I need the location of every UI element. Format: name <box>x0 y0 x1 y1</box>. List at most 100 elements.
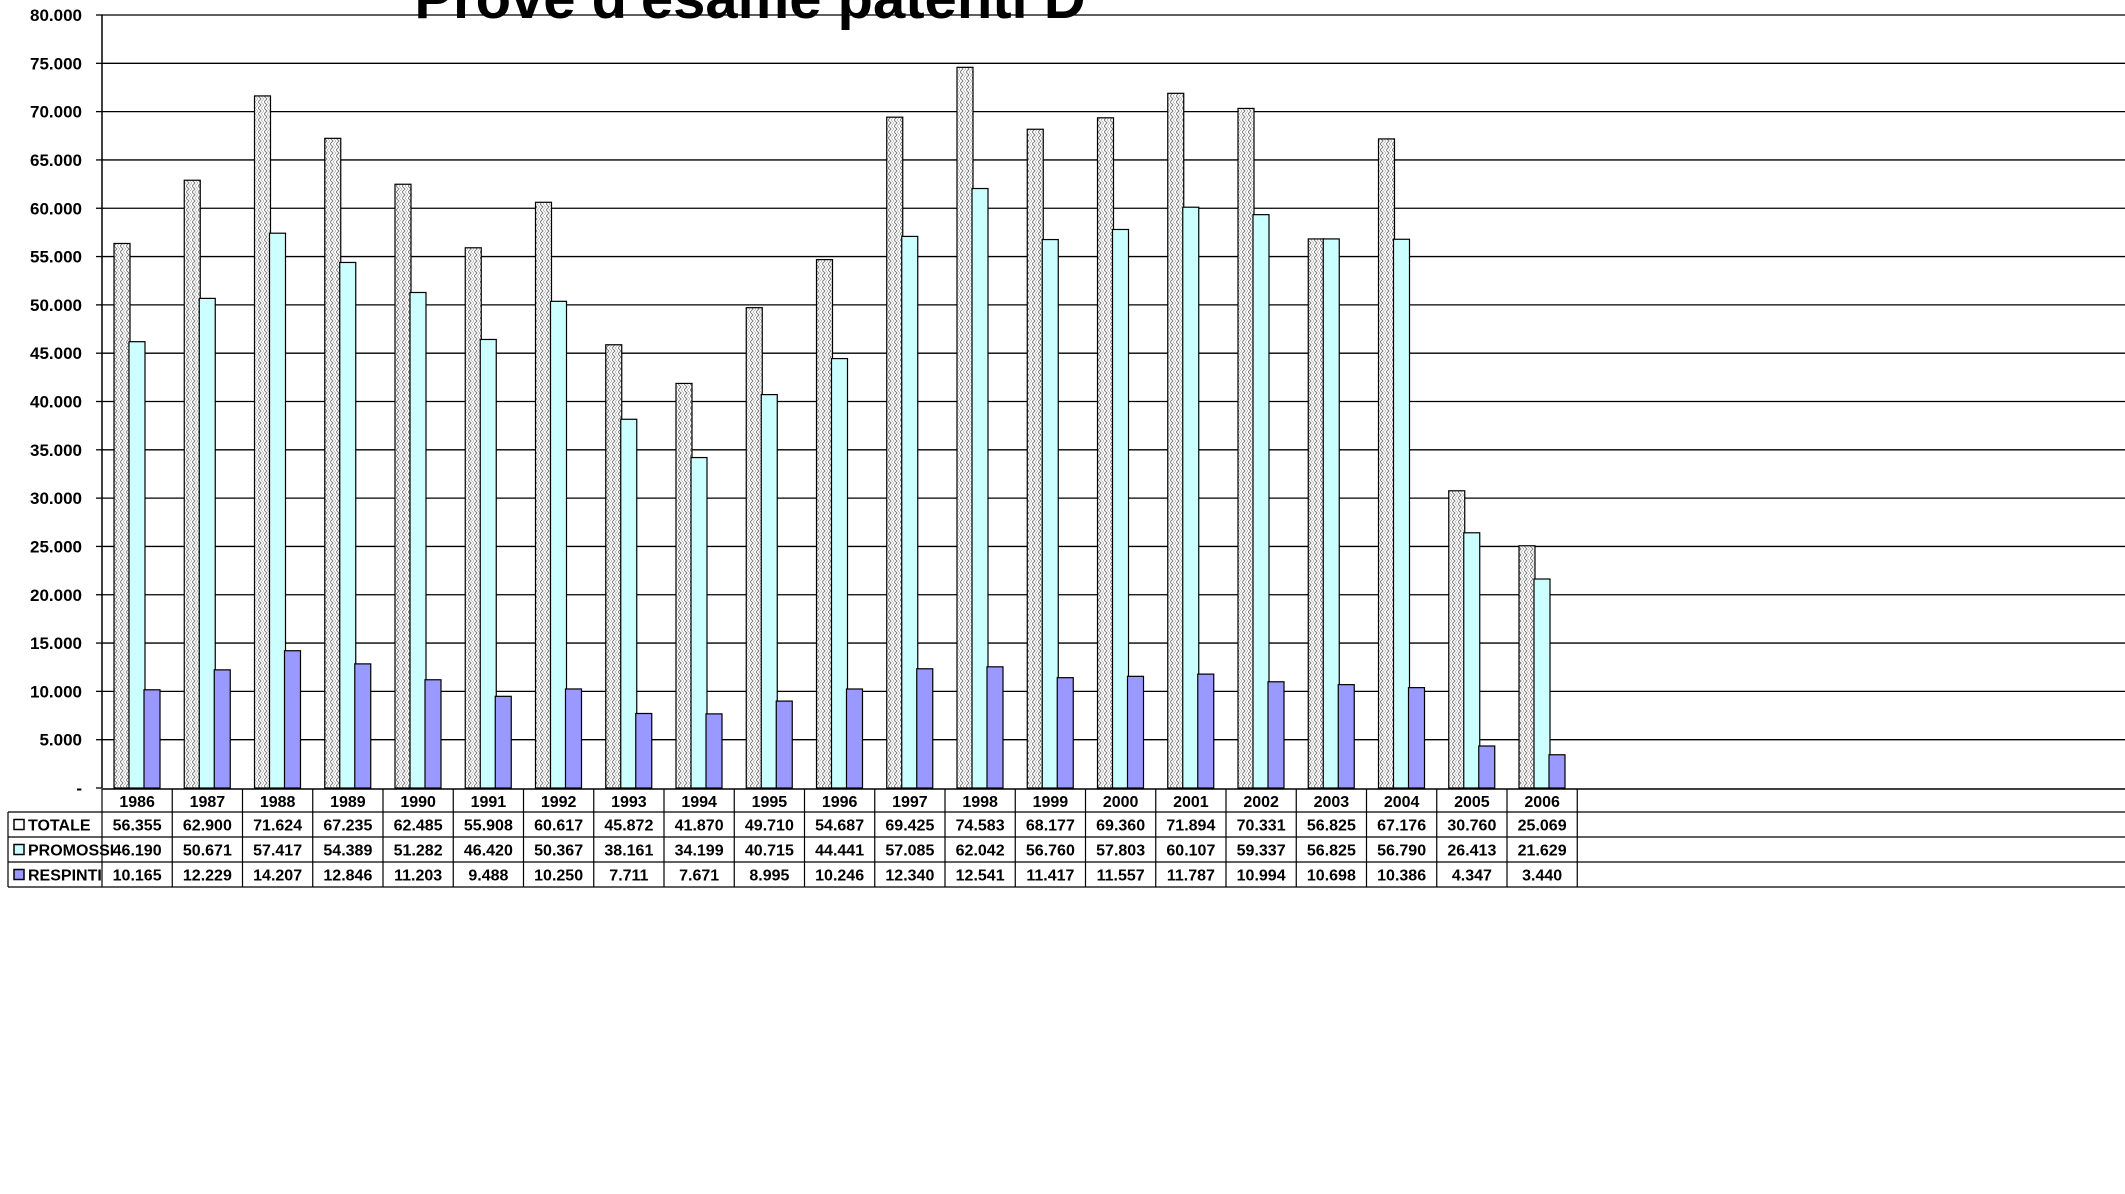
data-label: 56.355 <box>113 818 162 835</box>
x-tick-label: 2003 <box>1314 794 1350 811</box>
y-tick-label: 35.000 <box>30 441 82 460</box>
x-tick-label: 1996 <box>822 794 858 811</box>
bar-promossi <box>128 341 146 789</box>
data-label: 67.235 <box>323 818 372 835</box>
bar-promossi <box>1041 238 1059 789</box>
bar-totale <box>1167 92 1185 789</box>
chart-title: Prove d'esame patenti D <box>0 0 1500 32</box>
bar-promossi <box>479 338 497 789</box>
bar-totale <box>1237 107 1255 789</box>
x-tick-label: 2006 <box>1524 794 1560 811</box>
data-label: 30.760 <box>1447 818 1496 835</box>
bar-totale <box>605 344 623 789</box>
data-label: 14.207 <box>253 868 302 885</box>
data-label: 54.389 <box>323 843 372 860</box>
data-label: 54.687 <box>815 818 864 835</box>
x-tick-label: 1986 <box>119 794 155 811</box>
bar-totale <box>1096 117 1115 789</box>
data-label: 56.825 <box>1307 818 1356 835</box>
data-label: 62.042 <box>956 843 1005 860</box>
bar-respinti <box>1126 675 1145 789</box>
bar-respinti <box>213 669 231 789</box>
data-label: 12.340 <box>885 868 934 885</box>
data-label: 62.485 <box>394 818 443 835</box>
legend-label-promossi: PROMOSSI <box>28 843 114 860</box>
bar-respinti <box>354 663 372 789</box>
x-tick-label: 1991 <box>471 794 507 811</box>
data-label: 10.386 <box>1377 868 1426 885</box>
bar-promossi <box>690 456 708 789</box>
y-tick-label: 70.000 <box>30 103 82 122</box>
data-label: 49.710 <box>745 818 794 835</box>
bar-respinti <box>1267 681 1285 789</box>
data-label: 46.190 <box>113 843 162 860</box>
x-tick-label: 1989 <box>330 794 366 811</box>
bar-promossi <box>760 393 778 789</box>
bar-respinti <box>1197 673 1215 789</box>
bar-totale <box>1307 238 1325 789</box>
bar-totale <box>534 201 553 789</box>
x-tick-label: 1993 <box>611 794 647 811</box>
data-label: 41.870 <box>675 818 724 835</box>
bar-totale <box>394 183 412 789</box>
bar-promossi <box>1533 578 1551 789</box>
bar-promossi <box>1463 532 1481 789</box>
data-label: 12.846 <box>323 868 372 885</box>
bar-respinti <box>1478 745 1496 789</box>
data-label: 70.331 <box>1237 818 1286 835</box>
x-tick-label: 2000 <box>1103 794 1139 811</box>
data-label: 38.161 <box>604 843 653 860</box>
bar-promossi <box>971 187 989 789</box>
x-tick-label: 2002 <box>1243 794 1279 811</box>
y-tick-label: 15.000 <box>30 634 82 653</box>
legend-key-totale <box>13 818 25 831</box>
data-label: 10.246 <box>815 868 864 885</box>
bar-respinti <box>564 688 583 789</box>
x-tick-label: 1994 <box>681 794 717 811</box>
bar-promossi <box>830 357 849 789</box>
y-tick-label: 55.000 <box>30 248 82 267</box>
data-label: 25.069 <box>1518 818 1567 835</box>
bar-promossi <box>1182 206 1200 789</box>
bar-promossi <box>901 235 919 789</box>
data-label: 21.629 <box>1518 843 1567 860</box>
data-label: 62.900 <box>183 818 232 835</box>
data-label: 26.413 <box>1447 843 1496 860</box>
data-label: 60.617 <box>534 818 583 835</box>
data-label: 56.825 <box>1307 843 1356 860</box>
bar-respinti <box>424 679 442 789</box>
data-label: 71.624 <box>253 818 302 835</box>
data-label: 11.787 <box>1167 868 1215 885</box>
data-label: 10.994 <box>1237 868 1286 885</box>
x-tick-label: 1995 <box>752 794 788 811</box>
data-label: 10.165 <box>113 868 162 885</box>
x-tick-label: 1990 <box>400 794 436 811</box>
data-label: 68.177 <box>1026 818 1075 835</box>
data-label: 10.698 <box>1307 868 1356 885</box>
bar-respinti <box>986 666 1004 789</box>
bar-respinti <box>143 689 161 789</box>
data-label: 3.440 <box>1522 868 1562 885</box>
bar-promossi <box>549 300 568 789</box>
data-label: 50.671 <box>183 843 232 860</box>
x-tick-label: 2005 <box>1454 794 1490 811</box>
data-label: 45.872 <box>604 818 653 835</box>
bar-totale <box>253 95 272 789</box>
y-tick-label: 25.000 <box>30 537 82 556</box>
bar-totale <box>1026 128 1044 789</box>
data-label: 56.790 <box>1377 843 1426 860</box>
y-tick-label: 30.000 <box>30 489 82 508</box>
data-label: 50.367 <box>534 843 583 860</box>
data-label: 69.425 <box>885 818 934 835</box>
data-label: 59.337 <box>1237 843 1286 860</box>
y-tick-label: 80.000 <box>30 6 82 25</box>
data-label: 60.107 <box>1166 843 1215 860</box>
bar-respinti <box>1407 687 1426 789</box>
bar-respinti <box>635 712 653 789</box>
data-label: 11.557 <box>1097 868 1145 885</box>
y-tick-label: 40.000 <box>30 393 82 412</box>
bar-totale <box>675 382 693 789</box>
data-label: 67.176 <box>1377 818 1426 835</box>
data-label: 74.583 <box>956 818 1005 835</box>
